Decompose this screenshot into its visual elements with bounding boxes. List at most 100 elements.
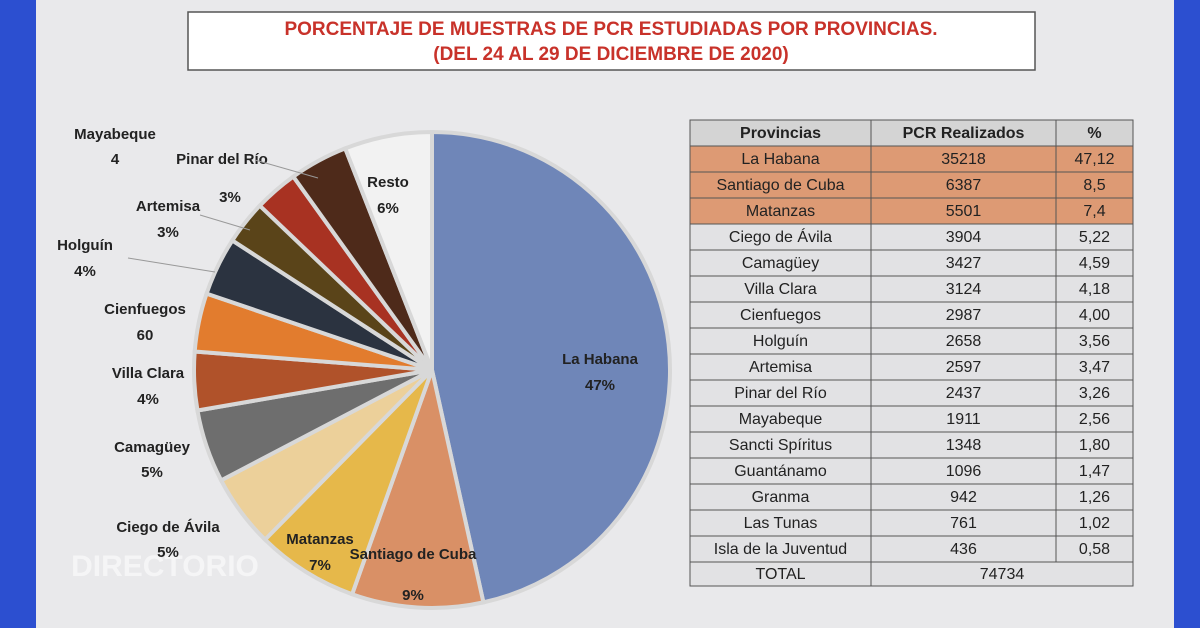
cell-text: 4,59: [1079, 255, 1110, 272]
value-label: 4%: [74, 263, 96, 280]
pie-slice: [342, 129, 434, 371]
cell-text: 4,18: [1079, 281, 1110, 298]
table-cell: [870, 223, 1057, 251]
leader-line: [127, 257, 216, 273]
table-cell: [689, 223, 872, 251]
table-cell: [689, 431, 872, 459]
value-label: 7%: [309, 557, 331, 574]
table-cell: [870, 431, 1057, 459]
value-label: 6%: [377, 200, 399, 217]
cell-text: Sancti Spíritus: [729, 437, 832, 454]
cell-text: 0,58: [1079, 541, 1110, 558]
cell-text: 3,56: [1079, 333, 1110, 350]
cell-text: 74734: [980, 566, 1025, 583]
leader-lines: [127, 159, 319, 273]
cell-text: Mayabeque: [739, 411, 823, 428]
cell-text: Provincias: [740, 125, 821, 142]
cell-text: 1911: [946, 411, 981, 428]
cell-text: Villa Clara: [744, 281, 817, 298]
cell-text: 3904: [946, 229, 982, 246]
cell-text: PCR Realizados: [903, 125, 1025, 142]
slice-label: Cienfuegos: [104, 301, 186, 318]
slice-label: Holguín: [57, 237, 113, 254]
cell-text: 761: [950, 515, 977, 532]
table-cell: [689, 535, 872, 563]
table-cell: [1055, 535, 1134, 563]
table-cell: [870, 379, 1057, 407]
value-label: 60: [137, 327, 154, 344]
table-cell: [1055, 223, 1134, 251]
slice-label: Resto: [367, 174, 409, 191]
pie-slice: [349, 362, 486, 610]
cell-text: 2,56: [1079, 411, 1110, 428]
chart-subtitle: (DEL 24 AL 29 DE DICIEMBRE DE 2020): [433, 44, 788, 65]
table-cell: [1055, 145, 1134, 173]
cell-text: 2987: [946, 307, 982, 324]
cell-text: 7,4: [1083, 203, 1105, 220]
chart-title: PORCENTAJE DE MUESTRAS DE PCR ESTUDIADAS…: [284, 19, 937, 40]
table-cell: [870, 457, 1057, 485]
value-label: 3%: [219, 189, 241, 206]
table-cell: [870, 275, 1057, 303]
pie-slice: [262, 368, 434, 597]
cell-text: 1348: [946, 437, 982, 454]
cell-text: Granma: [752, 489, 810, 506]
table-cell: [870, 145, 1057, 173]
table-cell: [689, 249, 872, 277]
table-cell: [689, 561, 872, 587]
table-cell: [870, 561, 1134, 587]
cell-text: 3,26: [1079, 385, 1110, 402]
cell-text: %: [1087, 125, 1101, 142]
table-cell: [689, 301, 872, 329]
table-cell: [1055, 275, 1134, 303]
table-cell: [689, 119, 872, 147]
table-cell: [1055, 457, 1134, 485]
table-cell: [689, 197, 872, 225]
leader-line: [254, 159, 319, 179]
cell-text: Santiago de Cuba: [716, 177, 844, 194]
cell-text: La Habana: [741, 151, 819, 168]
cell-text: TOTAL: [755, 566, 805, 583]
cell-text: 3427: [946, 255, 982, 272]
table-cell: [1055, 353, 1134, 381]
cell-text: 3,47: [1079, 359, 1110, 376]
table-cell: [689, 483, 872, 511]
cell-text: 436: [950, 541, 977, 558]
pie-slice: [430, 129, 672, 605]
cell-text: 2658: [946, 333, 982, 350]
table-cell: [1055, 119, 1134, 147]
cell-text: 1,47: [1079, 463, 1110, 480]
value-label: 5%: [157, 544, 179, 561]
cell-text: Guantánamo: [734, 463, 827, 480]
table-cell: [1055, 483, 1134, 511]
value-label: 5%: [141, 464, 163, 481]
table-cell: [1055, 197, 1134, 225]
table-cell: [870, 171, 1057, 199]
slice-label: Matanzas: [286, 531, 354, 548]
cell-text: 5501: [946, 203, 982, 220]
cell-text: Ciego de Ávila: [729, 227, 832, 246]
table-cell: [870, 509, 1057, 537]
table-cell: [1055, 327, 1134, 355]
cell-text: Matanzas: [746, 203, 815, 220]
table-cell: [1055, 431, 1134, 459]
table-cell: [870, 535, 1057, 563]
table: Provincias PCR Realizados % La Habana 35218 4…: [689, 119, 1134, 587]
value-label: 9%: [402, 587, 424, 604]
cell-text: Cienfuegos: [740, 307, 821, 324]
cell-text: 8,5: [1083, 177, 1105, 194]
cell-text: 2437: [946, 385, 982, 402]
slice-label: Artemisa: [136, 198, 201, 215]
slice-label: Mayabeque: [74, 126, 156, 143]
cell-text: Holguín: [753, 333, 808, 350]
slice-label: Pinar del Río: [176, 151, 268, 168]
table-cell: [689, 509, 872, 537]
table-cell: [1055, 249, 1134, 277]
title-box: [187, 11, 1036, 71]
value-label: 3%: [157, 224, 179, 241]
cell-text: 47,12: [1074, 151, 1114, 168]
cell-text: 3124: [946, 281, 982, 298]
slice-label: Camagüey: [114, 439, 191, 456]
cell-text: 2597: [946, 359, 982, 376]
